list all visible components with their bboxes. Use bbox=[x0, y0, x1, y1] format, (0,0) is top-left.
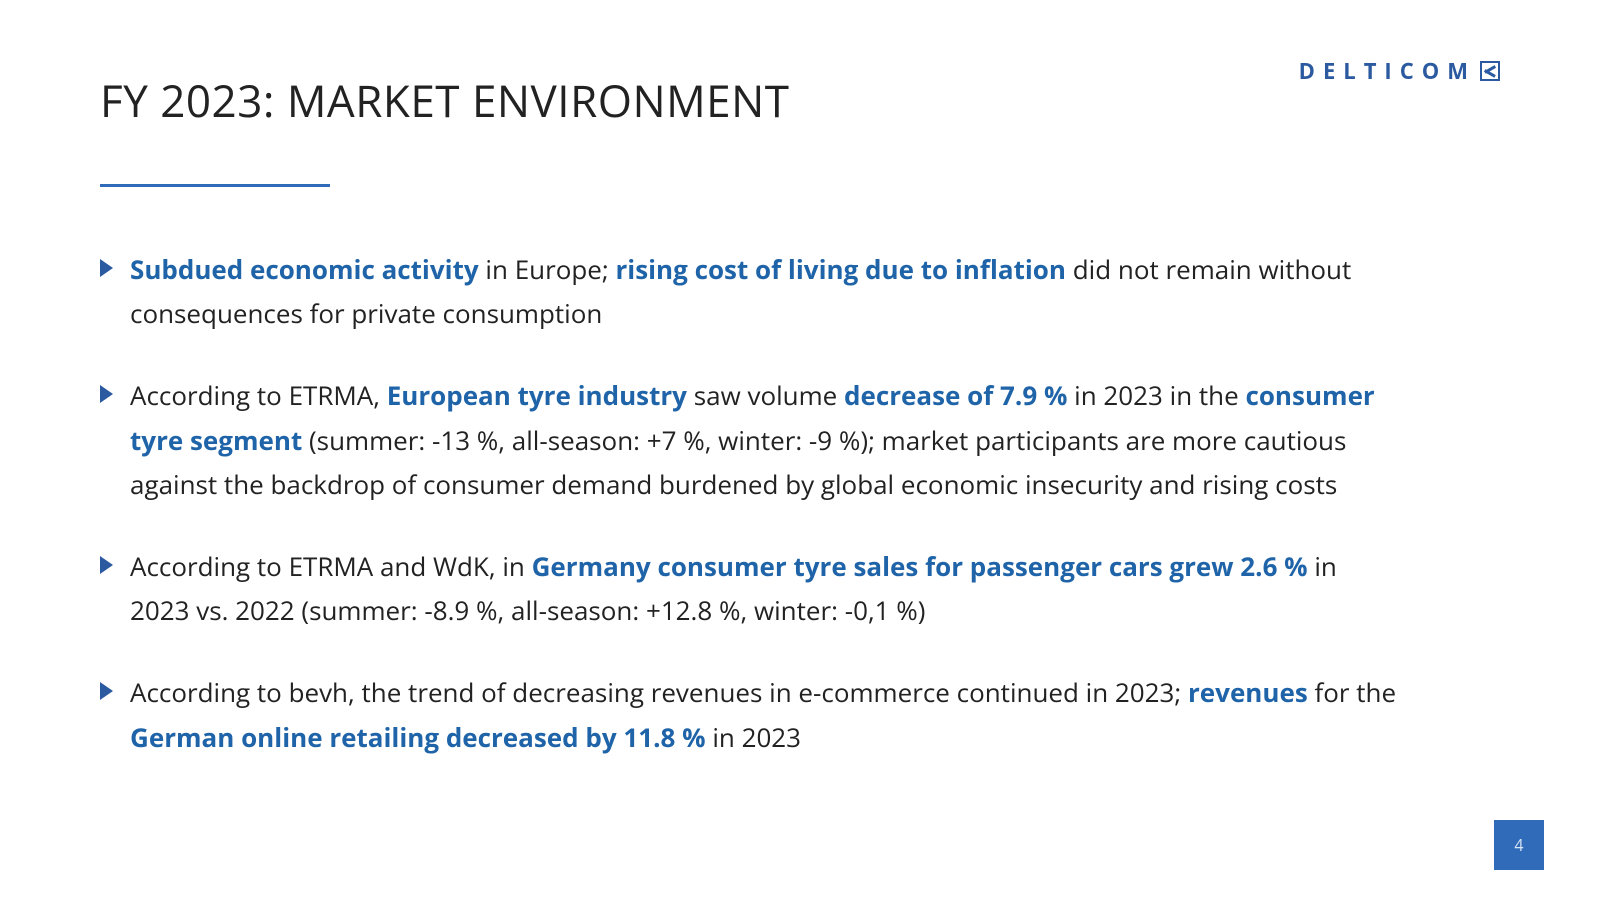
body-text: in 2023 in the bbox=[1067, 377, 1245, 413]
list-item: According to ETRMA and WdK, in Germany c… bbox=[100, 544, 1400, 632]
triangle-bullet-icon bbox=[100, 682, 113, 700]
brand-name: DELTICOM bbox=[1299, 56, 1476, 86]
slide: DELTICOM FY 2023: MARKET ENVIRONMENT Sub… bbox=[0, 0, 1600, 900]
highlight-text: Germany consumer tyre sales for passenge… bbox=[532, 548, 1308, 584]
highlight-text: decrease of 7.9 % bbox=[844, 377, 1067, 413]
title-underline bbox=[100, 184, 330, 187]
page-number: 4 bbox=[1494, 820, 1544, 870]
body-text: in Europe; bbox=[479, 251, 616, 287]
highlight-text: rising cost of living due to inflation bbox=[615, 251, 1066, 287]
body-text: saw volume bbox=[687, 377, 844, 413]
highlight-text: revenues bbox=[1188, 674, 1308, 710]
highlight-text: Subdued economic activity bbox=[130, 251, 479, 287]
highlight-text: German online retailing decreased by 11.… bbox=[130, 719, 706, 755]
body-text: According to ETRMA and WdK, in bbox=[130, 548, 532, 584]
list-item: According to ETRMA, European tyre indust… bbox=[100, 373, 1400, 506]
triangle-bullet-icon bbox=[100, 385, 113, 403]
brand-logo: DELTICOM bbox=[1299, 56, 1500, 86]
bullet-list: Subdued economic activity in Europe; ris… bbox=[100, 247, 1400, 759]
highlight-text: European tyre industry bbox=[387, 377, 687, 413]
body-text: According to ETRMA, bbox=[130, 377, 387, 413]
body-text: According to bevh, the trend of decreasi… bbox=[130, 674, 1188, 710]
body-text: (summer: -13 %, all-season: +7 %, winter… bbox=[130, 422, 1346, 502]
page-title: FY 2023: MARKET ENVIRONMENT bbox=[100, 70, 1500, 130]
brand-logo-mark-icon bbox=[1480, 61, 1500, 81]
list-item: According to bevh, the trend of decreasi… bbox=[100, 670, 1400, 758]
triangle-bullet-icon bbox=[100, 259, 113, 277]
page-number-value: 4 bbox=[1514, 834, 1523, 856]
body-text: in 2023 bbox=[706, 719, 801, 755]
list-item: Subdued economic activity in Europe; ris… bbox=[100, 247, 1400, 335]
triangle-bullet-icon bbox=[100, 556, 113, 574]
body-text: for the bbox=[1308, 674, 1396, 710]
